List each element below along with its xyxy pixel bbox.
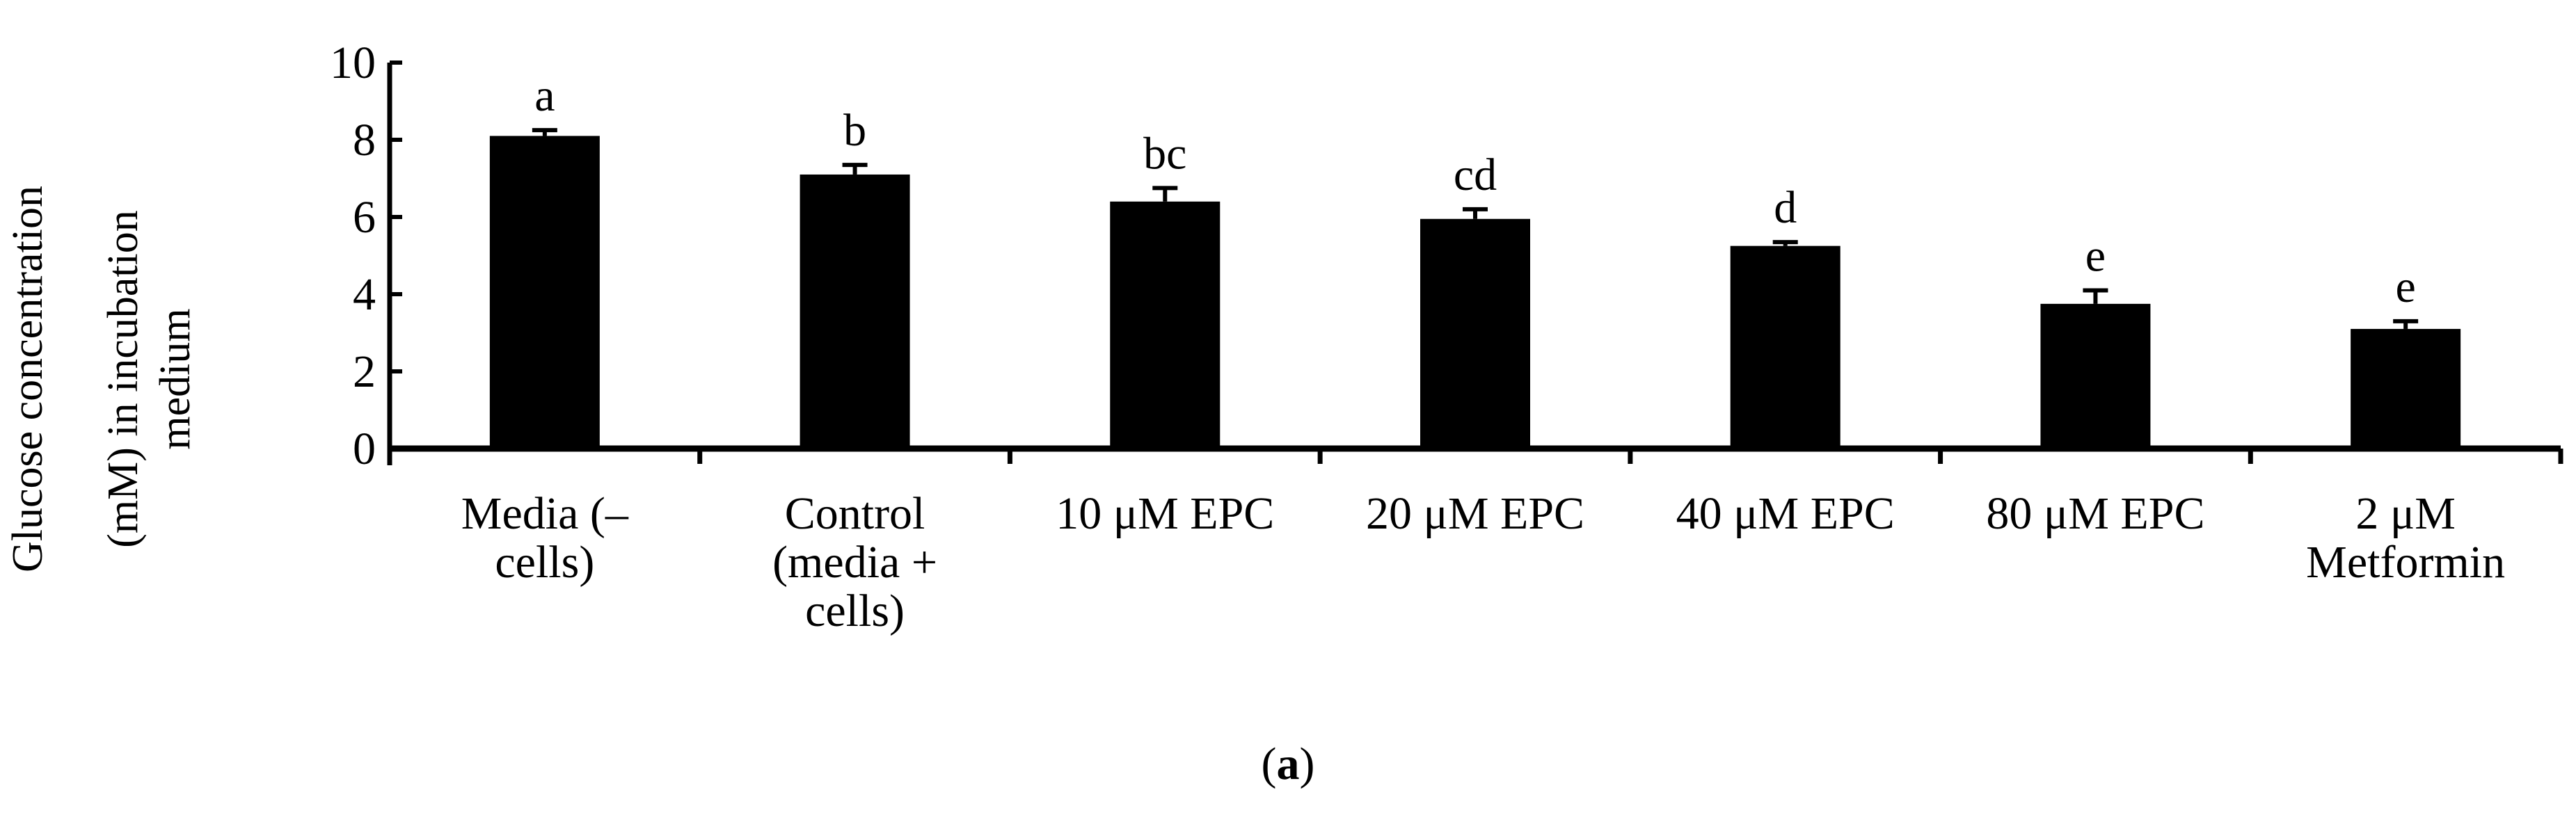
bar-media [489, 136, 600, 449]
x-tick-label-control-line-3: cells) [805, 586, 905, 636]
x-tick-label-media-line-2: cells) [495, 537, 594, 588]
y-axis-title-line-3: medium [152, 308, 199, 449]
y-tick-label-10: 10 [330, 38, 376, 88]
significance-letter-metformin: e [2395, 261, 2415, 312]
y-axis-title: Glucose concentration (mM) in incubation… [4, 186, 199, 572]
y-tick-label-2: 2 [353, 346, 376, 397]
y-tick-label-0: 0 [353, 424, 376, 474]
bar-metformin [2351, 328, 2461, 449]
significance-letter-control: b [843, 105, 866, 156]
caption-open-paren: ( [1262, 739, 1277, 789]
caption-close-paren: ) [1300, 739, 1315, 789]
y-tick-label-4: 4 [353, 269, 376, 320]
y-axis-title-line-1: Glucose concentration [4, 186, 51, 572]
significance-letter-epc-80: e [2085, 230, 2106, 281]
x-tick-label-epc-80-line-1: 80 μM EPC [1986, 488, 2204, 539]
x-tick-label-metformin-line-2: Metformin [2306, 537, 2505, 588]
bar-control [800, 174, 910, 449]
bar-epc-20 [1420, 218, 1530, 449]
caption-letter: a [1277, 739, 1300, 789]
bar-epc-40 [1730, 245, 1840, 449]
y-tick-label-6: 6 [353, 192, 376, 243]
x-tick-label-epc-20-line-1: 20 μM EPC [1366, 488, 1584, 539]
x-tick-label-epc-40-line-1: 40 μM EPC [1676, 488, 1895, 539]
significance-letter-epc-10: bc [1143, 128, 1186, 179]
axes-layer [387, 61, 2563, 465]
x-tick-label-epc-10-line-1: 10 μM EPC [1056, 488, 1274, 539]
significance-letter-media: a [534, 70, 555, 121]
y-axis-title-line-2: (mM) in incubation [100, 210, 147, 548]
x-tick-label-media-line-1: Media (– [461, 488, 629, 539]
bars-layer [489, 128, 2461, 449]
y-tick-label-8: 8 [353, 115, 376, 166]
bar-epc-10 [1110, 201, 1221, 449]
x-tick-label-metformin-line-1: 2 μM [2355, 488, 2456, 539]
figure-caption: (a) [1262, 739, 1315, 789]
significance-letter-epc-40: d [1774, 182, 1797, 233]
significance-letter-epc-20: cd [1454, 150, 1497, 200]
x-tick-label-control-line-2: (media + [772, 537, 937, 588]
bar-epc-80 [2040, 303, 2151, 449]
x-tick-label-control-line-1: Control [785, 488, 925, 539]
